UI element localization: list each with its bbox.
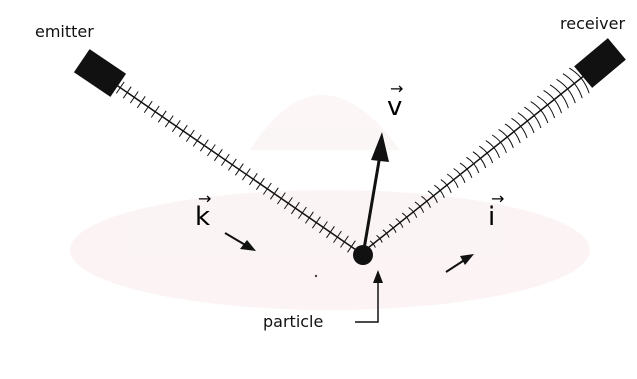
incident-tick	[262, 182, 272, 195]
scattered-wavefront	[517, 112, 535, 134]
receiver-label: receiver	[560, 14, 626, 33]
scattered-wavefront	[569, 67, 590, 94]
incident-tick	[178, 124, 188, 137]
scattered-wavefront	[479, 145, 494, 164]
scattered-wavefront	[459, 162, 473, 178]
incident-tick	[213, 149, 223, 162]
i-symbol: i	[488, 202, 496, 232]
scattered-wavefront	[453, 168, 466, 183]
scattered-wavefront	[434, 184, 445, 198]
v-vector-label: → v	[387, 81, 403, 122]
incident-tick	[220, 153, 230, 166]
scattered-wavefront	[401, 212, 411, 223]
watermark	[70, 95, 590, 310]
incident-tick	[276, 192, 286, 205]
emitter-block-icon	[73, 49, 127, 97]
incident-tick	[234, 163, 244, 176]
scattered-wave-ticks	[369, 67, 590, 248]
incident-tick	[333, 230, 342, 243]
particle-label: particle	[263, 312, 324, 331]
incident-tick	[136, 96, 146, 109]
scattered-wavefront	[485, 140, 500, 159]
scattered-wavefront	[491, 134, 507, 154]
incident-tick	[185, 129, 195, 142]
incident-tick	[227, 158, 237, 171]
incident-tick	[340, 235, 349, 248]
i-vector-arrow: →	[491, 189, 505, 208]
i-direction-arrow	[445, 254, 474, 273]
incident-tick	[326, 226, 335, 239]
stray-dot	[314, 274, 318, 278]
incident-tick	[248, 173, 258, 186]
emitter-label: emitter	[35, 22, 94, 41]
scattered-wavefront	[549, 84, 569, 109]
scattered-wavefront	[530, 101, 549, 124]
scattered-wavefront	[498, 128, 514, 149]
incident-tick	[164, 115, 174, 128]
incident-tick	[171, 120, 181, 133]
incident-tick	[199, 139, 209, 152]
incident-tick	[269, 187, 279, 200]
particle-dot-icon	[353, 245, 373, 265]
scattered-wavefront	[524, 106, 542, 129]
incident-tick	[255, 177, 265, 190]
scattered-wavefront	[504, 123, 521, 144]
incident-tick	[319, 221, 328, 234]
velocity-arrow	[361, 132, 389, 256]
scattered-wavefront	[389, 223, 397, 233]
scattered-wavefront	[536, 95, 556, 119]
scattered-wavefront	[466, 156, 480, 174]
scattered-wavefront	[427, 190, 438, 203]
incident-tick	[122, 86, 132, 99]
scattered-wavefront	[382, 229, 390, 238]
scattered-wavefront	[562, 73, 583, 99]
k-vector-label: → k	[195, 191, 211, 232]
v-vector-arrow: →	[390, 79, 404, 98]
scattered-wavefront	[376, 234, 383, 243]
incident-tick	[297, 206, 307, 219]
k-symbol: k	[195, 202, 211, 232]
incident-wave-ticks	[115, 81, 356, 253]
scattered-wavefront	[543, 89, 562, 114]
incident-tick	[206, 144, 216, 157]
v-symbol: v	[387, 92, 403, 122]
incident-tick	[311, 216, 321, 229]
k-direction-arrow	[224, 232, 256, 251]
scattered-wavefront	[395, 218, 404, 228]
particle-pointer	[355, 270, 383, 323]
scattered-wavefront	[408, 207, 418, 218]
scattered-wavefront	[440, 179, 452, 193]
incident-tick	[157, 110, 167, 123]
k-vector-arrow: →	[198, 189, 212, 208]
incident-tick	[304, 211, 314, 224]
incident-tick	[192, 134, 202, 147]
scattered-wavefront	[421, 195, 431, 208]
incident-tick	[241, 168, 251, 181]
incident-tick	[290, 201, 300, 215]
i-vector-label: → i	[488, 191, 504, 232]
incident-wave-line	[111, 81, 363, 255]
scattered-wavefront	[446, 173, 459, 188]
scattered-wavefront	[414, 201, 425, 213]
scattered-wavefront	[511, 117, 528, 139]
scattered-wavefront	[369, 240, 376, 248]
incident-tick	[115, 81, 125, 94]
scattered-wavefront	[556, 78, 576, 104]
scattered-wavefront	[472, 151, 487, 169]
incident-tick	[143, 100, 153, 113]
incident-tick	[283, 197, 293, 210]
incident-tick	[347, 240, 356, 253]
incident-tick	[129, 91, 139, 104]
incident-tick	[150, 105, 160, 118]
receiver-block-icon	[574, 38, 626, 88]
